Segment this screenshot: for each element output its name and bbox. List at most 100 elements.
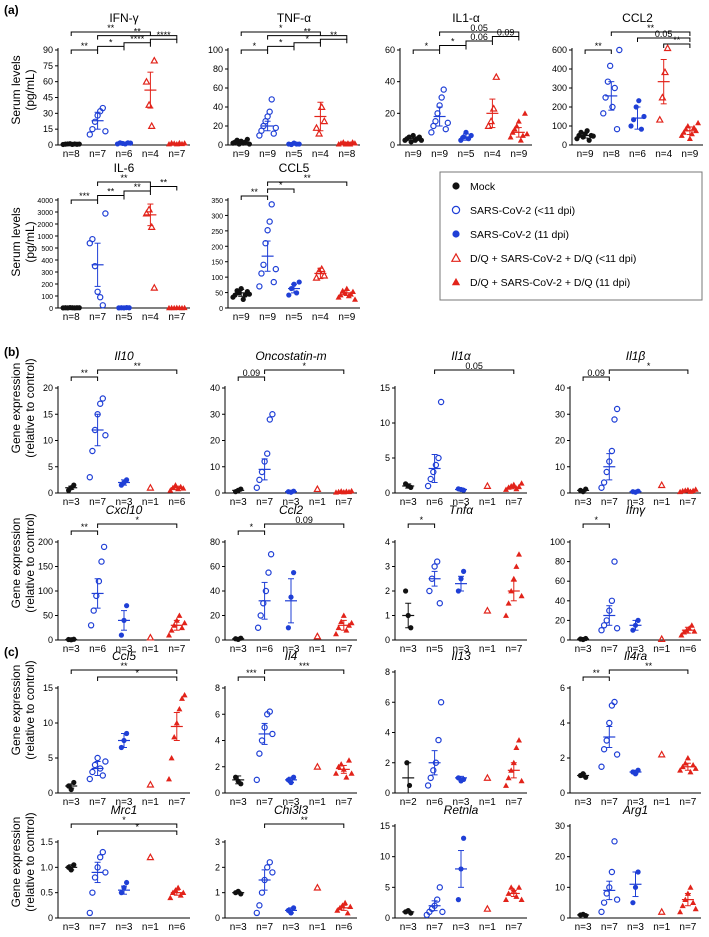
sig-label: ** [81, 522, 89, 532]
y-tick-label: 0 [560, 635, 565, 645]
data-point [352, 296, 359, 302]
n-label: n=9 [681, 149, 698, 160]
y-tick-label: 100 [552, 121, 567, 131]
y-tick-label: 8 [215, 683, 220, 693]
chart-title: Il13 [451, 649, 471, 663]
data-point [611, 698, 618, 706]
chart-12: Tnfα 0 1 2 3 4 n=3 n=5 n=3 n=1 n=7 * [385, 503, 527, 655]
n-label: n=3 [453, 922, 470, 933]
y-tick-label: 60 [555, 576, 565, 586]
chart-title: IL-6 [114, 161, 135, 175]
data-point [516, 551, 522, 557]
data-point [603, 617, 610, 624]
chart-7: Oncostatin-m 0 10 20 30 40 n=3 n=7 n=3 n=1 n=7 0.09… [210, 349, 357, 508]
n-label: n=5 [286, 312, 303, 323]
sig-label: * [250, 522, 254, 532]
n-label: n=7 [335, 497, 352, 508]
legend: Mock SARS-CoV-2 (<11 dpi) SARS-CoV-2 (11 d… [439, 171, 703, 301]
y-tick-label: 0.5 [40, 888, 53, 898]
data-point [258, 468, 266, 476]
sig-label: * [594, 515, 598, 525]
sig-label: ** [647, 23, 655, 33]
data-point [256, 902, 263, 909]
y-tick-label: 0 [560, 913, 565, 923]
sig-label: * [122, 815, 126, 825]
data-point [99, 848, 107, 856]
sig-bracket [123, 42, 151, 47]
data-point [455, 897, 461, 903]
data-point [168, 627, 175, 633]
chart-13: Ifnγ 0 20 40 60 80 100 n=3 n=7 n=3 n=1 n=6 * [550, 503, 701, 655]
data-point [428, 129, 435, 136]
n-label: n=8 [338, 149, 355, 160]
data-point [146, 852, 155, 861]
sig-label: * [253, 41, 257, 51]
data-point [613, 125, 621, 133]
chart-title: CCL2 [622, 11, 653, 25]
data-point [492, 72, 501, 80]
n-label: n=2 [400, 797, 417, 808]
sig-bracket [97, 45, 125, 51]
data-point [489, 104, 498, 112]
data-point [76, 141, 82, 147]
chart-5: CCL5 0 50 100 150 200 250 300 350 n=9 n=9 n=5 n=4 n=9… [211, 161, 360, 323]
data-point [86, 474, 94, 481]
y-tick-label: 50 [43, 611, 53, 621]
n-label: n=4 [655, 149, 672, 160]
data-point [518, 896, 525, 902]
data-point [509, 129, 516, 135]
data-point [320, 117, 329, 125]
n-label: n=3 [116, 644, 133, 655]
sig-bracket [97, 195, 125, 200]
data-point [657, 750, 666, 758]
data-point [436, 600, 443, 607]
data-point [102, 128, 109, 135]
data-point [268, 201, 275, 208]
y-tick-label: 200 [41, 282, 53, 289]
data-point [584, 128, 590, 134]
n-label: n=1 [653, 797, 670, 808]
data-point [516, 737, 522, 743]
row-ylabel-serum-1: Serum levels (pg/mL) [9, 55, 37, 124]
sig-label: * [425, 41, 429, 51]
n-label: n=6 [426, 797, 443, 808]
sig-label: * [302, 361, 306, 371]
sig-label: ** [107, 187, 115, 197]
y-tick-label: 0 [48, 488, 53, 498]
data-point [351, 140, 358, 146]
sig-bracket [240, 195, 269, 200]
y-tick-label: 0 [385, 488, 390, 498]
data-point [296, 279, 302, 285]
y-tick-label: 30 [43, 108, 53, 118]
data-point [518, 592, 525, 599]
data-point [434, 558, 441, 565]
data-point [518, 480, 525, 486]
chart-title: TNF-α [277, 11, 311, 25]
n-label: n=3 [116, 797, 133, 808]
ylabel-line2: (pg/mL) [23, 69, 37, 110]
data-point [98, 558, 105, 565]
n-label: n=6 [426, 497, 443, 508]
sig-bracket [70, 823, 178, 828]
data-point [145, 205, 154, 213]
data-point [503, 896, 509, 902]
y-tick-label: 0 [385, 788, 390, 798]
y-tick-label: 80 [210, 537, 220, 547]
n-label: n=3 [283, 797, 300, 808]
data-point [181, 304, 188, 311]
data-point [483, 481, 492, 489]
chart-title: CCL5 [279, 161, 310, 175]
chart-16: Il13 0 2 4 6 8 n=2 n=6 n=3 n=1 n=7 [385, 649, 527, 808]
y-tick-label: 5 [48, 462, 53, 472]
data-point [608, 447, 616, 455]
sig-bracket [237, 676, 266, 681]
y-tick-label: 100 [41, 294, 53, 301]
y-tick-label: 10 [210, 462, 220, 472]
data-point [484, 121, 493, 129]
chart-9: Il1β 0 10 20 30 40 n=3 n=7 n=3 n=1 n=7 0.09 * [555, 349, 701, 508]
data-point [118, 632, 124, 638]
n-label: n=7 [89, 797, 106, 808]
n-label: n=1 [142, 797, 159, 808]
data-point [424, 782, 432, 789]
data-point [483, 773, 492, 781]
